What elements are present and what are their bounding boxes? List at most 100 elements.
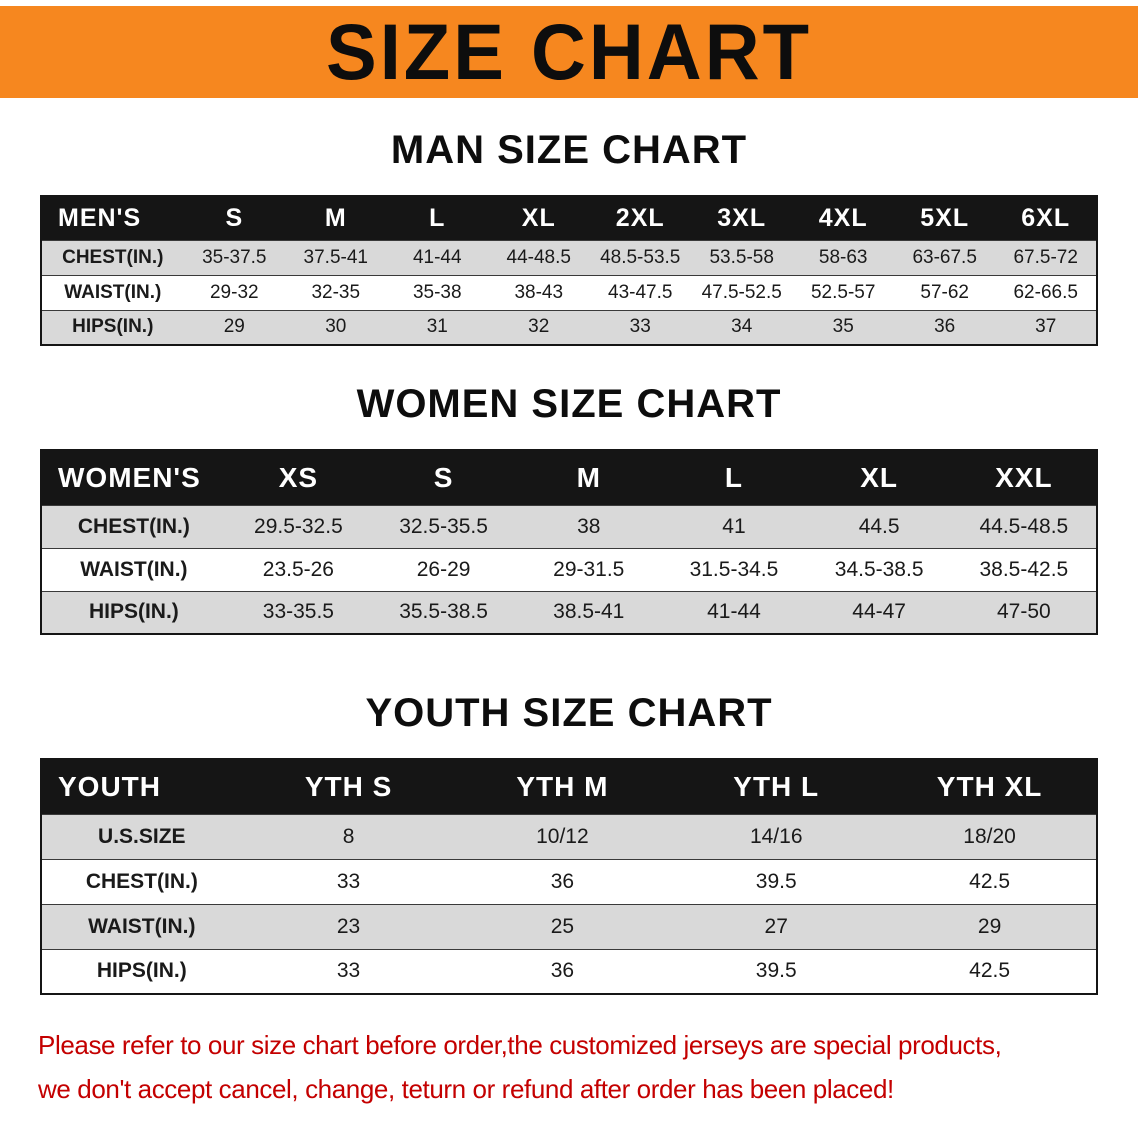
size-value: 33 (241, 949, 456, 995)
size-value: 37.5-41 (285, 240, 387, 276)
size-value: 41-44 (661, 591, 807, 635)
size-value: 14/16 (669, 814, 884, 860)
size-value: 42.5 (883, 949, 1097, 995)
size-column-header: M (516, 450, 662, 506)
size-value: 52.5-57 (792, 275, 894, 311)
size-column-header: M (285, 196, 387, 241)
size-value: 32-35 (285, 275, 387, 311)
size-value: 38-43 (488, 275, 590, 311)
size-value: 32 (488, 310, 590, 346)
size-value: 47-50 (951, 591, 1097, 635)
size-value: 35-37.5 (183, 240, 286, 276)
size-value: 29 (183, 310, 286, 346)
size-value: 44-48.5 (488, 240, 590, 276)
size-value: 30 (285, 310, 387, 346)
table-row: WAIST(IN.) 29-32 32-35 35-38 38-43 43-47.5 47.… (41, 275, 1097, 311)
size-value: 18/20 (883, 814, 1097, 860)
measurement-label: CHEST(IN.) (41, 859, 242, 905)
table-row: HIPS(IN.) 33 36 39.5 42.5 (41, 949, 1097, 995)
size-value: 36 (455, 859, 670, 905)
size-value: 44.5-48.5 (951, 505, 1097, 549)
table-row: HIPS(IN.) 29 30 31 32 33 34 35 36 37 (41, 310, 1097, 346)
measurement-label: WAIST(IN.) (41, 904, 242, 950)
size-column-header: S (370, 450, 517, 506)
measurement-label: CHEST(IN.) (41, 505, 226, 549)
measurement-label: HIPS(IN.) (41, 591, 226, 635)
size-value: 8 (241, 814, 456, 860)
table-header-row: WOMEN'S XS S M L XL XXL (41, 450, 1097, 506)
men-size-section: MAN SIZE CHART MEN'S S M L XL 2XL 3XL 4XL 5XL 6XL… (0, 128, 1138, 346)
women-size-table: WOMEN'S XS S M L XL XXL CHEST(IN.) 29.5-32.5 32.5… (40, 449, 1098, 635)
size-value: 33 (589, 310, 691, 346)
disclaimer-line-1: Please refer to our size chart before or… (38, 1030, 1002, 1060)
size-value: 58-63 (792, 240, 894, 276)
table-title-cell: YOUTH (41, 759, 242, 815)
size-chart-banner: SIZE CHART (0, 6, 1138, 98)
size-value: 44.5 (806, 505, 952, 549)
measurement-label: HIPS(IN.) (41, 310, 184, 346)
measurement-label: WAIST(IN.) (41, 548, 226, 592)
size-value: 41-44 (386, 240, 488, 276)
size-value: 29-31.5 (516, 548, 662, 592)
size-column-header: 3XL (690, 196, 793, 241)
size-column-header: XXL (951, 450, 1097, 506)
size-value: 35.5-38.5 (370, 591, 517, 635)
size-value: 31.5-34.5 (661, 548, 807, 592)
size-value: 48.5-53.5 (589, 240, 691, 276)
size-value: 53.5-58 (690, 240, 793, 276)
size-value: 33 (241, 859, 456, 905)
size-value: 44-47 (806, 591, 952, 635)
table-header-row: YOUTH YTH S YTH M YTH L YTH XL (41, 759, 1097, 815)
youth-section-title: YOUTH SIZE CHART (365, 691, 773, 735)
size-value: 31 (386, 310, 488, 346)
size-value: 35-38 (386, 275, 488, 311)
size-value: 57-62 (893, 275, 996, 311)
measurement-label: CHEST(IN.) (41, 240, 184, 276)
size-value: 37 (995, 310, 1097, 346)
table-row: HIPS(IN.) 33-35.5 35.5-38.5 38.5-41 41-44 44-… (41, 591, 1097, 635)
size-value: 41 (661, 505, 807, 549)
table-row: U.S.SIZE 8 10/12 14/16 18/20 (41, 814, 1097, 860)
size-value: 34.5-38.5 (806, 548, 952, 592)
size-value: 23.5-26 (225, 548, 371, 592)
size-column-header: YTH L (669, 759, 884, 815)
youth-size-table: YOUTH YTH S YTH M YTH L YTH XL U.S.SIZE 8 10/12… (40, 758, 1098, 995)
size-column-header: 6XL (995, 196, 1097, 241)
size-column-header: 5XL (893, 196, 996, 241)
size-value: 62-66.5 (995, 275, 1097, 311)
measurement-label: U.S.SIZE (41, 814, 242, 860)
table-title-cell: WOMEN'S (41, 450, 226, 506)
table-title-cell: MEN'S (41, 196, 184, 241)
size-column-header: XS (225, 450, 371, 506)
size-value: 39.5 (669, 949, 884, 995)
size-column-header: L (386, 196, 488, 241)
size-value: 63-67.5 (893, 240, 996, 276)
men-size-table: MEN'S S M L XL 2XL 3XL 4XL 5XL 6XL CHEST(IN.) 35-37… (40, 195, 1098, 346)
size-column-header: S (183, 196, 286, 241)
size-value: 27 (669, 904, 884, 950)
size-column-header: YTH M (455, 759, 670, 815)
women-size-section: WOMEN SIZE CHART WOMEN'S XS S M L XL XXL CHEST(… (0, 382, 1138, 635)
table-row: WAIST(IN.) 23.5-26 26-29 29-31.5 31.5-34.5 34… (41, 548, 1097, 592)
size-value: 47.5-52.5 (690, 275, 793, 311)
size-value: 36 (455, 949, 670, 995)
table-header-row: MEN'S S M L XL 2XL 3XL 4XL 5XL 6XL (41, 196, 1097, 241)
disclaimer-line-2: we don't accept cancel, change, teturn o… (38, 1074, 894, 1105)
size-value: 23 (241, 904, 456, 950)
size-value: 29.5-32.5 (225, 505, 371, 549)
size-value: 32.5-35.5 (370, 505, 517, 549)
size-column-header: 4XL (792, 196, 894, 241)
size-value: 67.5-72 (995, 240, 1097, 276)
size-value: 38.5-42.5 (951, 548, 1097, 592)
table-row: CHEST(IN.) 29.5-32.5 32.5-35.5 38 41 44.5 44.5… (41, 505, 1097, 549)
size-value: 29-32 (183, 275, 286, 311)
size-value: 34 (690, 310, 793, 346)
table-row: WAIST(IN.) 23 25 27 29 (41, 904, 1097, 950)
size-column-header: YTH XL (883, 759, 1097, 815)
size-value: 39.5 (669, 859, 884, 905)
men-section-title: MAN SIZE CHART (390, 128, 748, 172)
size-value: 29 (883, 904, 1097, 950)
measurement-label: HIPS(IN.) (41, 949, 242, 995)
size-value: 36 (893, 310, 996, 346)
measurement-label: WAIST(IN.) (41, 275, 184, 311)
